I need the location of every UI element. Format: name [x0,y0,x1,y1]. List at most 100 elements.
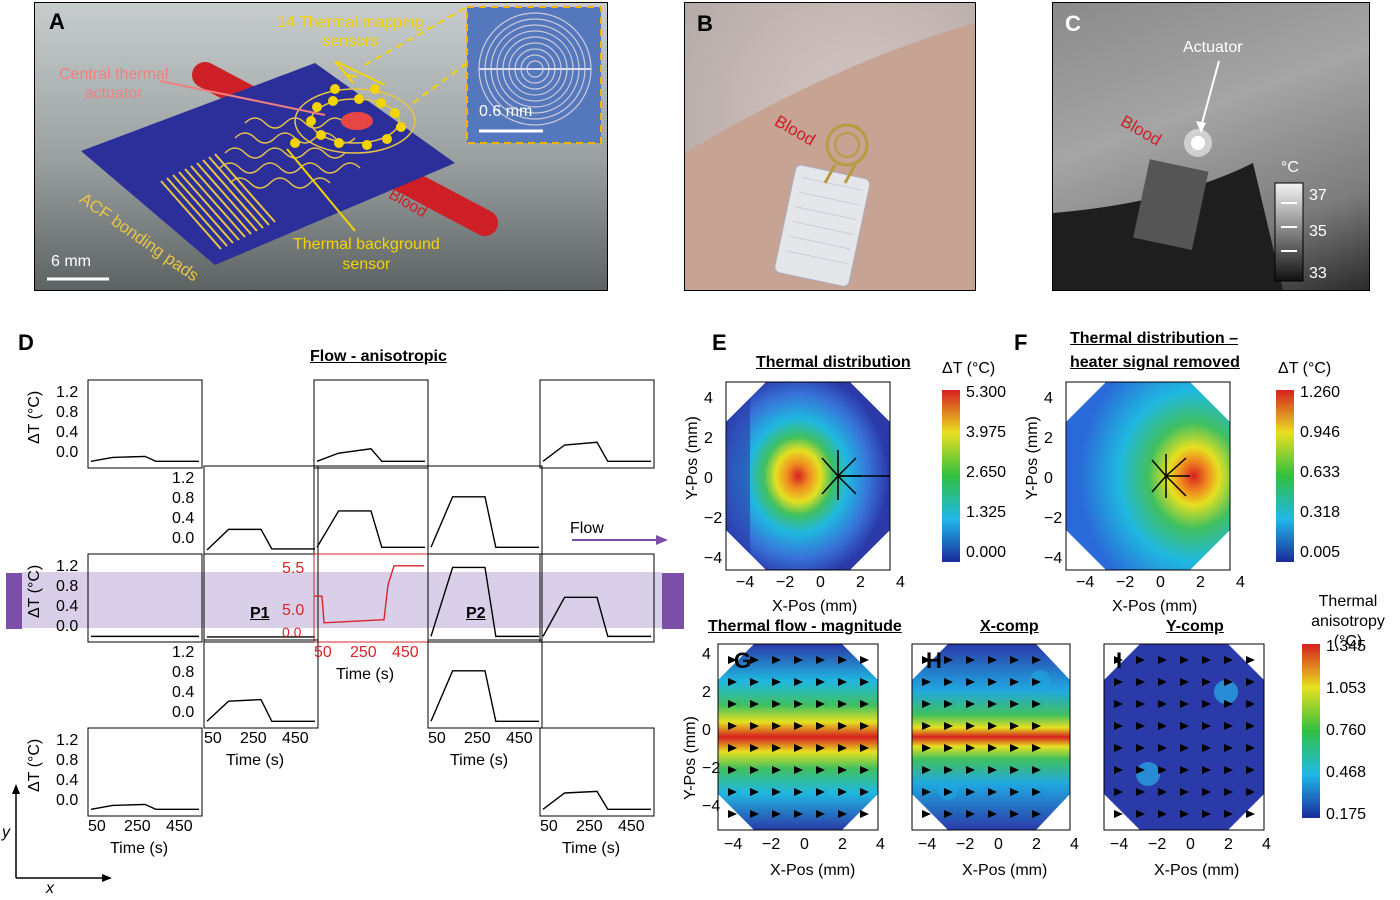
flow-vector-arrow [922,656,931,664]
panels-ghi-plot [717,643,1320,831]
panel-e-unit: ΔT (°C) [942,360,996,377]
flow-vector-arrow [772,722,781,730]
xtick: −2 [956,836,975,853]
xtick: 0 [994,836,1003,853]
flow-vector-arrow [860,722,869,730]
ytick: 0.4 [172,510,195,527]
flow-vector-arrow [1114,744,1123,752]
xlabel: Time (s) [226,752,285,769]
p2-label: P2 [466,605,486,622]
center-ytick: 5.5 [282,560,305,577]
flow-vector-arrow [1032,678,1041,686]
sensor-array [825,123,869,167]
xtick: 0 [800,836,809,853]
sensor-plot-frame [539,727,655,817]
flow-vector-arrow [860,744,869,752]
panel-label-h: H [926,648,942,673]
ytick: 0.8 [56,404,79,421]
flow-vector-arrow [816,788,825,796]
flow-vector-arrow [1180,656,1189,664]
flow-vector-arrow [838,788,847,796]
flow-vector-arrow [1158,678,1167,686]
flow-vector-arrow [1246,722,1255,730]
panel-g-title: Thermal flow - magnitude [708,618,902,635]
panel-label-c: C [1065,11,1081,36]
ghi-colorbar [1302,644,1320,818]
flow-vector-arrow [1158,788,1167,796]
panel-f-colorbar [1276,390,1294,562]
panel-a: A 14 Thermal mapping sensors Central the… [34,2,608,291]
xtick: −4 [1076,574,1095,591]
panel-g-ylabel: Y-Pos (mm) [682,716,699,800]
flow-vector-arrow [860,788,869,796]
flow-vector-arrow [816,722,825,730]
xlabel: Time (s) [562,840,621,857]
flow-vector-arrow [1180,766,1189,774]
ytick: 1.2 [56,558,79,575]
ytick: 1.2 [56,384,79,401]
ytick: 1.2 [56,732,79,749]
colorbar-tick: 1.325 [966,504,1007,521]
ytick: 0.0 [56,792,79,809]
sensor-trace [430,496,539,548]
ytick: 1.2 [172,644,195,661]
flow-vector-arrow [966,810,975,818]
flow-vector-arrow [1032,788,1041,796]
xtick: 450 [506,730,533,747]
flow-band [22,572,662,628]
flow-vector-arrow [1202,766,1211,774]
flow-vector-arrow [1032,700,1041,708]
flow-vector-arrow [772,788,781,796]
ytick: 2 [704,430,713,447]
panel-e-plot [725,381,960,571]
flow-vector-arrow [1010,766,1019,774]
xtick: 250 [240,730,267,747]
scale-label: 6 mm [51,253,91,270]
flow-vector-arrow [750,766,759,774]
colorbar-tick: 0.633 [1300,464,1341,481]
colorbar-tick: 0.005 [1300,544,1341,561]
actuator-hotspot [1191,136,1205,150]
panel-f-title-2: heater signal removed [1070,354,1240,371]
thermal-sensors [290,84,406,150]
axis-x-label: x [46,880,54,897]
panel-label-f: F [1014,330,1028,355]
sensor-trace [542,441,651,462]
xtick: 450 [166,818,193,835]
ytick: 1.2 [172,470,195,487]
sensor-plot-frame [313,553,429,643]
flow-vector-arrow [922,722,931,730]
flow-vector-arrow [838,722,847,730]
flow-vector-arrow [1224,788,1233,796]
flow-vector-arrow [816,700,825,708]
flow-vector-arrow [1224,766,1233,774]
xtick: 450 [282,730,309,747]
flow-vector-arrow [1114,700,1123,708]
panel-e-vectors [821,450,890,500]
flow-vector-arrow [1246,744,1255,752]
flow-vector-arrow [1224,700,1233,708]
ylabel: ΔT (°C) [26,390,43,444]
ytick: −4 [704,550,723,567]
flow-vector-arrow [1158,744,1167,752]
flow-vector-arrow [1010,788,1019,796]
ytick: 2 [1044,430,1053,447]
colorbar-tick: 1.053 [1326,680,1367,697]
xtick: 450 [618,818,645,835]
colorbar-tick-c: 37 [1309,187,1327,204]
flow-vector-arrow [794,700,803,708]
panel-e-title: Thermal distribution [756,354,911,371]
sensor-plot-frame [427,465,543,555]
xtick: 50 [540,818,558,835]
axis-y-label: y [2,824,10,841]
ytick: −2 [704,510,723,527]
flow-vector-arrow [860,678,869,686]
flow-vector-arrow [816,656,825,664]
flow-label: Flow [570,520,604,537]
central-actuator [341,112,373,130]
flow-vector-arrow [966,744,975,752]
xtick: 2 [856,574,865,591]
sensors-label: 14 Thermal mapping sensors [277,14,424,50]
sensor-trace [90,455,199,462]
sensor-trace [542,596,651,638]
